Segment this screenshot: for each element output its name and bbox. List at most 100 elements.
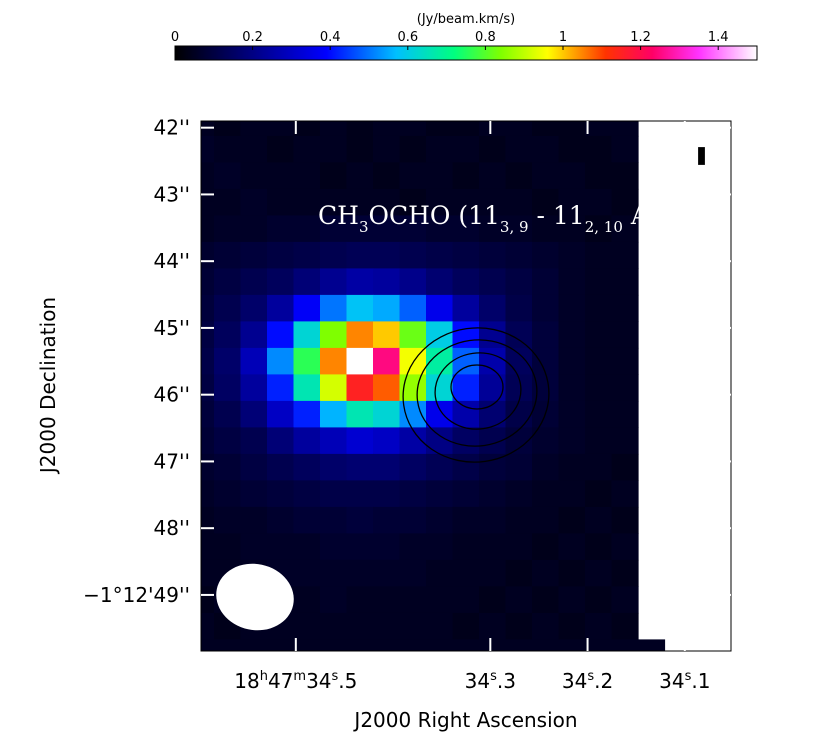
- heatmap-cell: [399, 453, 427, 481]
- heatmap-cell: [214, 162, 242, 190]
- heatmap-cell: [426, 586, 454, 614]
- heatmap-cell: [399, 135, 427, 163]
- heatmap-cell: [426, 559, 454, 587]
- plot-frame: [200, 120, 732, 652]
- y-axis-label: J2000 Declination: [36, 297, 60, 475]
- heatmap-cell: [293, 121, 321, 137]
- heatmap-cell: [373, 400, 401, 428]
- heatmap-cell: [201, 347, 215, 375]
- colorbar-tick-label: 0.6: [397, 30, 418, 45]
- heatmap-cell: [108, 215, 135, 242]
- heatmap-cell: [201, 612, 215, 640]
- x-axis-tick-labels: 18h47m34s.5 34s.3 34s.2 34s.1: [234, 669, 710, 693]
- heatmap-cell: [267, 533, 295, 561]
- y-tick-label: 43'': [154, 182, 190, 206]
- heatmap-cell: [505, 400, 533, 428]
- heatmap-cell: [558, 188, 586, 216]
- heatmap-cell: [373, 215, 401, 243]
- heatmap-cell: [585, 121, 613, 137]
- heatmap-cell: [373, 639, 401, 651]
- heatmap-cell: [426, 294, 454, 322]
- x-tick-label: 34s.3: [465, 669, 516, 693]
- heatmap-cell: [399, 188, 427, 216]
- heatmap-cell: [201, 639, 215, 651]
- heatmap-cell: [346, 294, 374, 322]
- heatmap-cell: [373, 294, 401, 322]
- heatmap-cell: [293, 374, 321, 402]
- heatmap-cell: [558, 374, 586, 402]
- heatmap-cell: [479, 612, 507, 640]
- heatmap-cell: [399, 480, 427, 508]
- heatmap-cell: [452, 427, 480, 455]
- heatmap-cell: [214, 480, 242, 508]
- heatmap-cell: [452, 241, 480, 269]
- heatmap-cell: [240, 241, 268, 269]
- heatmap-cell: [558, 639, 586, 651]
- heatmap-cell: [240, 215, 268, 243]
- heatmap-cell: [558, 533, 586, 561]
- heatmap-cell: [611, 533, 639, 561]
- heatmap-cell: [585, 294, 613, 322]
- heatmap-cell: [108, 533, 135, 560]
- heatmap-cell: [505, 506, 533, 534]
- heatmap-cell: [346, 506, 374, 534]
- heatmap-cell: [320, 480, 348, 508]
- heatmap-cell: [320, 215, 348, 243]
- heatmap-cell: [585, 162, 613, 190]
- heatmap-cell: [214, 188, 242, 216]
- heatmap-cell: [82, 401, 109, 428]
- heatmap-cell: [201, 480, 215, 508]
- plot-area: CH3OCHO (113, 9 - 112, 10 A): [82, 120, 732, 666]
- colorbar-tick-label: 1.4: [708, 30, 729, 45]
- heatmap-cell: [267, 294, 295, 322]
- heatmap-cell: [479, 135, 507, 163]
- heatmap-cell: [267, 427, 295, 455]
- heatmap-cell: [585, 400, 613, 428]
- heatmap-cell: [82, 533, 109, 560]
- heatmap-cell: [611, 294, 639, 322]
- heatmap-cell: [161, 639, 188, 666]
- heatmap-cell: [320, 121, 348, 137]
- colorbar-tick-label: 0.2: [242, 30, 263, 45]
- heatmap-cell: [201, 241, 215, 269]
- heatmap-cell: [532, 453, 560, 481]
- heatmap-cell: [532, 241, 560, 269]
- heatmap-cell: [611, 453, 639, 481]
- heatmap-cell: [558, 427, 586, 455]
- heatmap-cell: [320, 427, 348, 455]
- colorbar-gradient: [174, 45, 758, 61]
- heatmap-cell: [267, 121, 295, 137]
- heatmap-cell: [293, 162, 321, 190]
- y-axis-tick-labels: 42'' 43'' 44'' 45'' 46'' 47'' 48'' −1°12'49'': [83, 116, 190, 607]
- heatmap-cell: [82, 639, 109, 666]
- heatmap-cell: [214, 453, 242, 481]
- heatmap-cell: [558, 241, 586, 269]
- heatmap-cell: [201, 215, 215, 243]
- heatmap-cell: [585, 135, 613, 163]
- heatmap-cell: [611, 215, 639, 243]
- heatmap-cell: [267, 347, 295, 375]
- heatmap-cell: [267, 215, 295, 243]
- heatmap-cell: [611, 347, 639, 375]
- heatmap-cell: [346, 215, 374, 243]
- heatmap-cell: [532, 586, 560, 614]
- colorbar-ticks: [174, 46, 719, 50]
- heatmap-cell: [201, 121, 215, 137]
- heatmap-cell: [452, 347, 480, 375]
- heatmap-cell: [320, 506, 348, 534]
- heatmap-cell: [532, 347, 560, 375]
- heatmap-cell: [452, 321, 480, 349]
- heatmap-cell: [585, 453, 613, 481]
- heatmap-cell: [82, 268, 109, 295]
- heatmap-cell: [161, 348, 188, 375]
- heatmap-cell: [320, 533, 348, 561]
- heatmap-cell: [214, 639, 242, 651]
- heatmap-cell: [532, 612, 560, 640]
- heatmap-cell: [638, 639, 666, 651]
- heatmap-cell: [505, 162, 533, 190]
- heatmap-cell: [240, 480, 268, 508]
- heatmap-cell: [346, 162, 374, 190]
- heatmap-cell: [426, 268, 454, 296]
- heatmap-cell: [452, 188, 480, 216]
- heatmap-cell: [479, 162, 507, 190]
